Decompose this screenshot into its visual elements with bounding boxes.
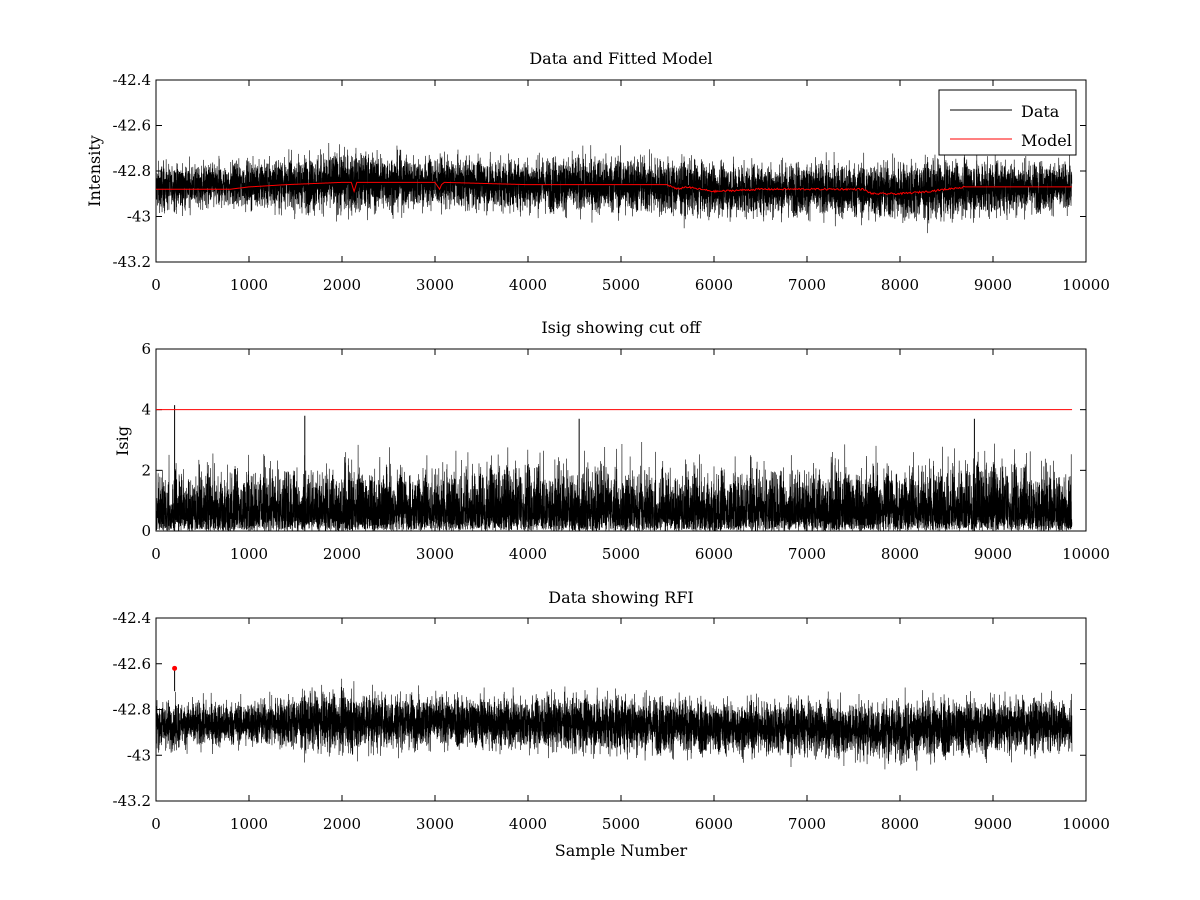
y-tick-label: -42.6 — [113, 655, 151, 673]
x-tick-label: 10000 — [1062, 276, 1110, 294]
series-line-data — [156, 143, 1073, 234]
panel-data-and-fitted-model: Data and Fitted Model Intensity 0 1000 200… — [85, 49, 1110, 294]
y-tick-label: -42.8 — [113, 701, 151, 719]
x-tick-label: 7000 — [788, 815, 826, 833]
x-tick-label: 1000 — [230, 815, 268, 833]
x-tick-label: 6000 — [695, 276, 733, 294]
y-tick-label: -42.4 — [113, 71, 151, 89]
y-tick-label: 4 — [141, 401, 151, 419]
y-tick-label: 6 — [141, 340, 151, 358]
series-line-data — [156, 678, 1073, 771]
y-tick-label: 0 — [141, 522, 151, 540]
legend: Data Model — [938, 89, 1077, 156]
x-tick-label: 1000 — [230, 545, 268, 563]
x-tick-label: 7000 — [788, 545, 826, 563]
plot-area: 0 1000 2000 3000 4000 5000 6000 7000 8000 9000 100… — [113, 71, 1110, 294]
series-layer — [156, 405, 1073, 531]
x-tick-label: 0 — [151, 815, 161, 833]
panel-data-showing-rfi: Data showing RFI Sample Number 0 1000 2000… — [113, 588, 1110, 860]
series-line-model — [156, 181, 1073, 196]
x-tick-label: 3000 — [416, 815, 454, 833]
x-tick-label: 9000 — [974, 276, 1012, 294]
x-tick-label: 8000 — [881, 545, 919, 563]
series-line-data — [156, 441, 1073, 531]
x-tick-label: 6000 — [695, 815, 733, 833]
x-tick-label: 9000 — [974, 815, 1012, 833]
y-tick-label: -43 — [127, 208, 151, 226]
x-tick-label: 5000 — [602, 545, 640, 563]
x-tick-label: 4000 — [509, 276, 547, 294]
y-tick-label: -43.2 — [113, 792, 151, 810]
panel-title: Data and Fitted Model — [529, 49, 712, 68]
y-tick-label: -43.2 — [113, 253, 151, 271]
x-tick-label: 0 — [151, 276, 161, 294]
x-axis-label: Sample Number — [555, 841, 688, 860]
x-tick-label: 5000 — [602, 815, 640, 833]
x-tick-label: 4000 — [509, 545, 547, 563]
x-tick-label: 4000 — [509, 815, 547, 833]
y-axis-label: Intensity — [85, 135, 104, 207]
x-tick-label: 8000 — [881, 815, 919, 833]
x-tick-label: 9000 — [974, 545, 1012, 563]
plot-area: 0 1000 2000 3000 4000 5000 6000 7000 8000 9000 100… — [141, 340, 1109, 563]
y-tick-label: -43 — [127, 746, 151, 764]
x-tick-label: 10000 — [1062, 545, 1110, 563]
x-tick-label: 0 — [151, 545, 161, 563]
panel-title: Data showing RFI — [548, 588, 693, 607]
x-tick-label: 6000 — [695, 545, 733, 563]
x-tick-label: 10000 — [1062, 815, 1110, 833]
panel-isig-showing-cut-off: Isig showing cut off Isig 0 1000 2000 3000 4… — [113, 318, 1110, 563]
series-layer — [156, 143, 1073, 234]
y-tick-label: -42.4 — [113, 609, 151, 627]
x-tick-label: 2000 — [323, 815, 361, 833]
x-tick-label: 1000 — [230, 276, 268, 294]
x-tick-label: 2000 — [323, 545, 361, 563]
series-layer — [156, 665, 1073, 771]
legend-label-data: Data — [1021, 102, 1060, 121]
x-tick-label: 3000 — [416, 545, 454, 563]
x-tick-label: 7000 — [788, 276, 826, 294]
y-tick-label: 2 — [141, 461, 151, 479]
y-tick-label: -42.6 — [113, 117, 151, 135]
x-tick-label: 8000 — [881, 276, 919, 294]
legend-box — [938, 89, 1077, 156]
y-tick-label: -42.8 — [113, 162, 151, 180]
x-tick-label: 5000 — [602, 276, 640, 294]
y-axis-label: Isig — [113, 426, 132, 456]
x-tick-label: 2000 — [323, 276, 361, 294]
plot-area: 0 1000 2000 3000 4000 5000 6000 7000 8000 9000 100… — [113, 609, 1110, 833]
rfi-point — [172, 665, 178, 671]
legend-label-model: Model — [1021, 131, 1072, 150]
x-tick-label: 3000 — [416, 276, 454, 294]
panel-title: Isig showing cut off — [541, 318, 702, 337]
